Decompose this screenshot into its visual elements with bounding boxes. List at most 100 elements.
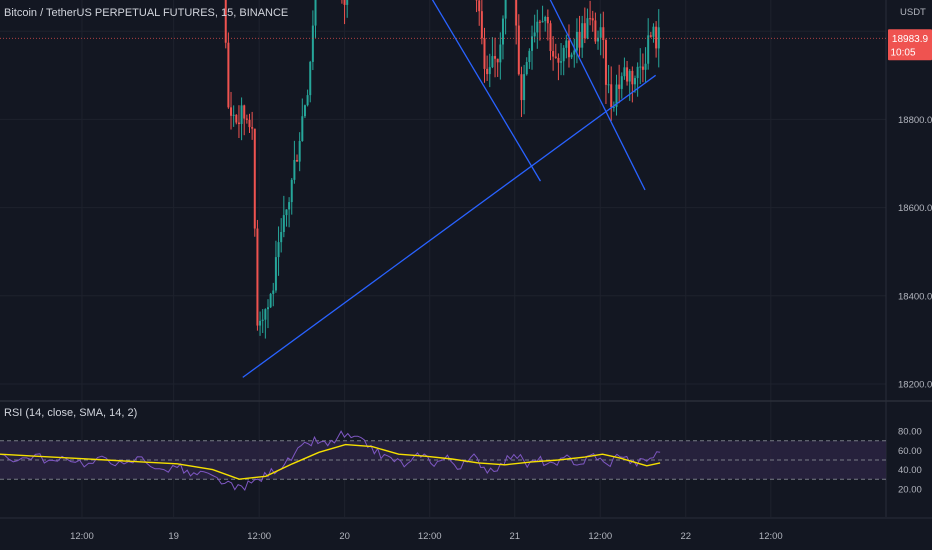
candle-body [296,159,299,162]
candle-body [620,76,623,89]
candle-body [266,307,269,310]
candle-body [293,159,296,180]
currency-label: USDT [900,7,926,18]
candle-body [581,23,584,48]
candle-body [604,40,607,85]
candle-body [245,118,248,120]
candle-body [602,27,605,41]
candle-body [570,54,573,58]
candle-body [641,66,644,70]
candle-body [251,127,254,129]
candle-body [240,105,243,125]
candle-body [655,26,658,49]
candle-body [544,16,547,22]
candle-body [538,21,541,23]
trendline [242,74,657,378]
rsi-tick-label: 40.00 [898,465,922,476]
candle-body [528,50,531,63]
candle-body [232,114,235,116]
time-tick-label: 20 [339,531,350,542]
price-tick-label: 18600.0 [898,203,932,214]
candle-body [647,35,650,64]
candle-body [298,141,301,162]
candle-body [533,32,536,37]
rsi-tick-label: 60.00 [898,446,922,457]
time-tick-label: 12:00 [70,531,94,542]
candle-body [227,42,230,108]
candle-body [311,25,314,62]
candle-body [591,18,594,21]
candle-body [573,50,576,55]
candle-body [496,58,499,63]
candle-body [554,56,557,58]
candle-body [274,257,277,291]
candle-body [636,66,639,79]
candle-body [562,47,565,62]
candle-body [488,67,491,75]
candle-body [243,105,246,119]
candle-body [549,23,552,52]
time-tick-label: 21 [509,531,520,542]
price-tick-label: 18200.0 [898,380,932,391]
candle-body [523,74,526,101]
candle-body [230,107,233,116]
time-tick-label: 12:00 [759,531,783,542]
candle-body [259,320,262,326]
candle-body [612,106,615,108]
candle-body [615,84,618,107]
candle-body [282,215,285,233]
candle-body [494,56,497,59]
candle-body [631,70,634,85]
candle-body [277,242,280,258]
candle-body [288,202,291,210]
candle-body [303,105,306,117]
time-tick-label: 22 [680,531,691,542]
rsi-ma-line [0,443,661,480]
candle-body [657,27,660,49]
candle-body [607,84,610,86]
candle-body [253,128,256,229]
candle-body [578,31,581,48]
candle-body [597,37,600,42]
candle-body [649,35,652,37]
candle-body [531,36,534,51]
candle-body [552,51,555,57]
candle-countdown: 10:05 [890,47,915,58]
candle-body [261,319,264,321]
candle-body [567,40,570,58]
candle-body [290,179,293,203]
candle-body [309,61,312,96]
candle-body [633,78,636,85]
candle-body [525,62,528,75]
price-tick-label: 18400.0 [898,291,932,302]
candle-body [623,67,626,77]
candle-body [491,56,494,68]
candle-body [285,209,288,216]
time-tick-label: 12:00 [418,531,442,542]
trendline [431,0,542,182]
candle-body [237,122,240,125]
candle-body [626,67,629,82]
candle-body [301,116,304,142]
last-price-label: 18983.9 [892,34,929,45]
candle-body [589,18,592,20]
rsi-title: RSI (14, close, SMA, 14, 2) [4,407,138,419]
candle-body [478,0,481,12]
candle-body [256,228,259,326]
candle-body [248,119,251,128]
candle-body [536,21,539,33]
candle-body [618,84,621,89]
candle-body [499,44,502,63]
candle-body [314,0,317,26]
candle-body [224,0,227,43]
rsi-tick-label: 80.00 [898,427,922,438]
chart-title: Bitcoin / TetherUS PERPETUAL FUTURES, 15… [4,7,289,19]
candle-body [269,293,272,308]
candle-body [235,114,238,123]
candle-body [541,21,544,23]
candle-body [480,11,483,39]
candle-body [644,63,647,70]
candle-body [306,95,309,106]
candle-body [546,16,549,24]
